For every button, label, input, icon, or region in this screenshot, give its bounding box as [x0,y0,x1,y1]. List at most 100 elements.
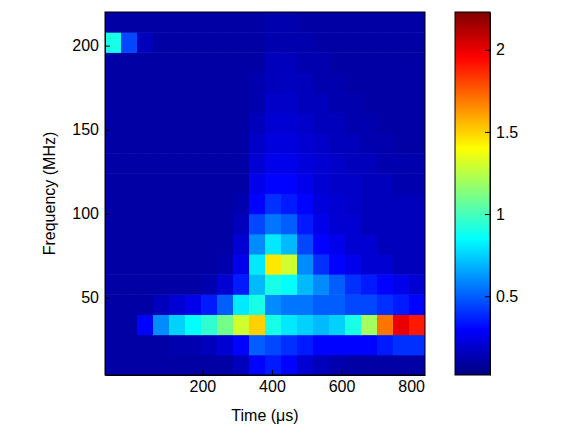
heatmap-cell [265,335,282,356]
heatmap-cell [249,194,266,215]
heatmap-cell [153,93,170,114]
heatmap-cell [361,113,378,134]
heatmap-cell [329,355,346,375]
heatmap-cell [137,173,154,194]
heatmap-cell [313,254,330,275]
heatmap-cell [393,12,410,33]
tick-label: 1 [496,206,505,223]
heatmap-cell [297,32,314,53]
heatmap-cell [329,153,346,174]
heatmap-cell [297,294,314,315]
heatmap-cell [313,133,330,154]
heatmap-cell [345,173,362,194]
heatmap-cell [169,274,186,295]
heatmap-cell [361,335,378,356]
x-axis: 200400600800 [106,370,426,395]
heatmap-cell [297,113,314,134]
heatmap-cell [265,274,282,295]
heatmap-cell [137,335,154,356]
heatmap-cell [121,315,138,336]
heatmap-cell [249,52,266,73]
heatmap-cell [249,32,266,53]
heatmap-cell [217,12,234,33]
heatmap-cell [409,12,425,33]
tick: 1.5 [485,124,518,141]
heatmap-cell [377,12,394,33]
heatmap-cell [345,214,362,235]
heatmap-cell [409,173,425,194]
heatmap-cell [105,12,122,33]
heatmap-cell [361,274,378,295]
heatmap-cell [393,234,410,255]
heatmap-cell [393,133,410,154]
colorbar-axis: 0.5 1 1.5 2 [485,13,518,376]
heatmap-cell [297,153,314,174]
heatmap-cell [249,254,266,275]
heatmap-cell [185,194,202,215]
heatmap-cell [137,73,154,94]
heatmap-cell [345,153,362,174]
heatmap-cell [105,194,122,215]
heatmap-cell [329,73,346,94]
heatmap-cell [121,113,138,134]
heatmap-cell [249,93,266,114]
tick-mark [342,370,343,375]
heatmap-cell [281,355,298,375]
heatmap-cell [169,214,186,235]
heatmap-cell [297,194,314,215]
heatmap-cell [361,133,378,154]
heatmap-cell [169,12,186,33]
tick: 1 [485,206,505,223]
heatmap-cell [409,335,425,356]
heatmap-cell [201,234,218,255]
heatmap-cell [153,52,170,73]
heatmap-cell [393,73,410,94]
heatmap-cell [201,32,218,53]
heatmap-cell [377,254,394,275]
heatmap-cell [137,153,154,174]
heatmap-cell [153,173,170,194]
heatmap-cell [345,335,362,356]
tick-mark [411,370,412,375]
chart: 20040060080050100150200Time (μs)Frequenc… [0,0,582,448]
heatmap-cell [249,315,266,336]
heatmap-cell [313,214,330,235]
heatmap-cell [153,133,170,154]
heatmap-cell [313,153,330,174]
heatmap-cell [217,93,234,114]
heatmap-cell [185,234,202,255]
tick: 2 [485,41,505,58]
heatmap-cell [105,52,122,73]
heatmap-cell [201,335,218,356]
tick-mark [202,370,203,375]
tick: 150 [72,121,110,138]
heatmap-cell [137,194,154,215]
heatmap-cell [153,214,170,235]
heatmap-cell [153,294,170,315]
heatmap-cell [313,234,330,255]
heatmap-cell [313,173,330,194]
tick: 200 [190,370,217,395]
plot-frame [105,12,425,375]
heatmap-cell [169,153,186,174]
heatmap-cell [169,173,186,194]
heatmap-cell [137,315,154,336]
heatmap-cell [345,294,362,315]
heatmap-cell [153,254,170,275]
heatmap-cell [409,52,425,73]
heatmap-cell [185,335,202,356]
heatmap-cell [105,254,122,275]
heatmap-cell [137,214,154,235]
tick-label: 0.5 [496,288,518,305]
heatmap-cell [345,315,362,336]
heatmap-cell [185,254,202,275]
heatmap-cell [281,52,298,73]
tick-mark [485,214,490,215]
heatmap-cell [345,113,362,134]
heatmap-cell [313,32,330,53]
heatmap-cell [169,355,186,375]
heatmap-cell [185,214,202,235]
heatmap-cell [121,32,138,53]
tick: 100 [72,205,110,222]
heatmap-cell [313,315,330,336]
